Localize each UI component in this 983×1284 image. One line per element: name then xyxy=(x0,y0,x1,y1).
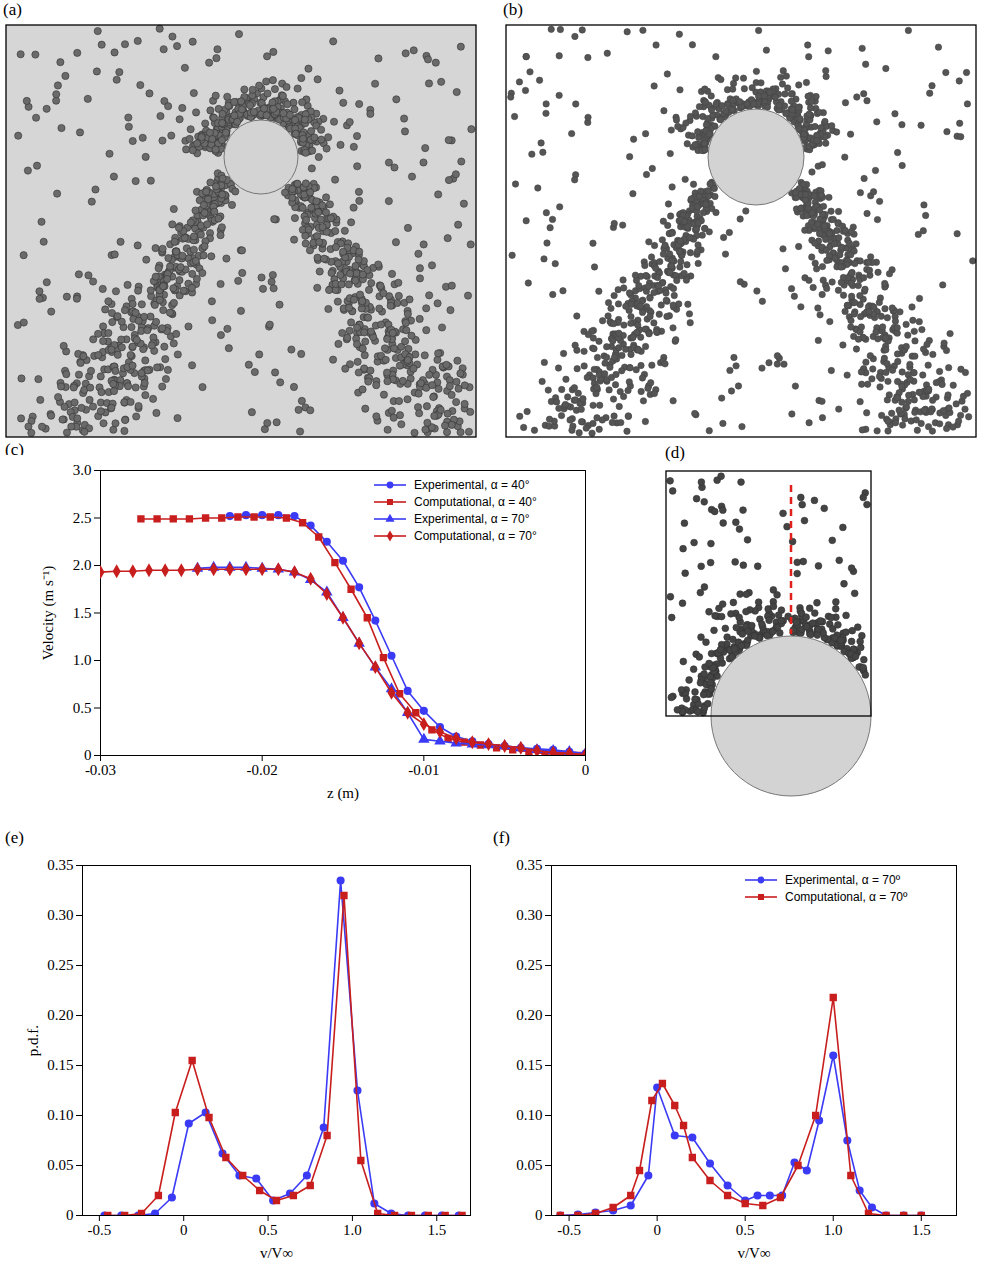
html-text:Experimental, α = 40°: Experimental, α = 40° xyxy=(414,477,530,492)
svg-text:0.25: 0.25 xyxy=(47,957,73,973)
svg-text:p.d.f.: p.d.f. xyxy=(25,1025,41,1056)
svg-text:2.0: 2.0 xyxy=(73,557,92,573)
svg-text:1.5: 1.5 xyxy=(427,1222,446,1238)
svg-text:0: 0 xyxy=(582,762,590,778)
svg-text:1.0: 1.0 xyxy=(824,1222,843,1238)
svg-text:0.5: 0.5 xyxy=(73,700,92,716)
svg-text:0.15: 0.15 xyxy=(47,1057,73,1073)
svg-text:0.10: 0.10 xyxy=(516,1107,542,1123)
svg-text:0.20: 0.20 xyxy=(516,1007,542,1023)
svg-text:1.0: 1.0 xyxy=(343,1222,362,1238)
svg-text:z (m): z (m) xyxy=(327,785,359,802)
svg-text:0: 0 xyxy=(653,1222,661,1238)
svg-text:-0.5: -0.5 xyxy=(557,1222,581,1238)
svg-text:0.15: 0.15 xyxy=(516,1057,542,1073)
html-text:(c): (c) xyxy=(5,440,24,459)
svg-text:-0.5: -0.5 xyxy=(87,1222,111,1238)
svg-text:v/V∞: v/V∞ xyxy=(737,1245,770,1261)
svg-text:0.10: 0.10 xyxy=(47,1107,73,1123)
svg-text:2.5: 2.5 xyxy=(73,510,92,526)
html-text:Experimental, α = 70°: Experimental, α = 70° xyxy=(414,511,530,526)
svg-text:-0.03: -0.03 xyxy=(85,762,116,778)
svg-text:1.0: 1.0 xyxy=(73,652,92,668)
svg-text:0.05: 0.05 xyxy=(47,1157,73,1173)
svg-text:0.35: 0.35 xyxy=(47,857,73,873)
svg-text:0: 0 xyxy=(535,1207,543,1223)
svg-text:0.30: 0.30 xyxy=(516,907,542,923)
html-text:(a): (a) xyxy=(3,0,22,19)
svg-text:0.5: 0.5 xyxy=(736,1222,755,1238)
svg-text:0.5: 0.5 xyxy=(259,1222,278,1238)
svg-text:3.0: 3.0 xyxy=(73,462,92,478)
svg-text:0.35: 0.35 xyxy=(516,857,542,873)
svg-text:0.20: 0.20 xyxy=(47,1007,73,1023)
svg-text:v/V∞: v/V∞ xyxy=(260,1245,293,1261)
svg-text:0: 0 xyxy=(84,747,92,763)
svg-text:1.5: 1.5 xyxy=(73,605,92,621)
svg-text:-0.02: -0.02 xyxy=(247,762,278,778)
svg-text:-0.01: -0.01 xyxy=(408,762,439,778)
svg-text:0.30: 0.30 xyxy=(47,907,73,923)
html-text:(e): (e) xyxy=(5,828,24,847)
html-text:(b): (b) xyxy=(503,0,523,19)
html-text:Experimental, α = 70º: Experimental, α = 70º xyxy=(785,872,900,887)
svg-text:0: 0 xyxy=(66,1207,74,1223)
svg-text:0.05: 0.05 xyxy=(516,1157,542,1173)
html-text:Computational, α = 40°: Computational, α = 40° xyxy=(414,494,537,509)
html-text:Computational, α = 70°: Computational, α = 70° xyxy=(414,528,537,543)
svg-text:0.25: 0.25 xyxy=(516,957,542,973)
svg-text:Velocity (m s⁻¹): Velocity (m s⁻¹) xyxy=(40,566,57,660)
html-text:(f): (f) xyxy=(493,828,510,847)
svg-text:1.5: 1.5 xyxy=(912,1222,931,1238)
svg-text:0: 0 xyxy=(180,1222,188,1238)
html-text:(d): (d) xyxy=(665,443,685,462)
html-text:Computational, α = 70º: Computational, α = 70º xyxy=(785,889,908,904)
